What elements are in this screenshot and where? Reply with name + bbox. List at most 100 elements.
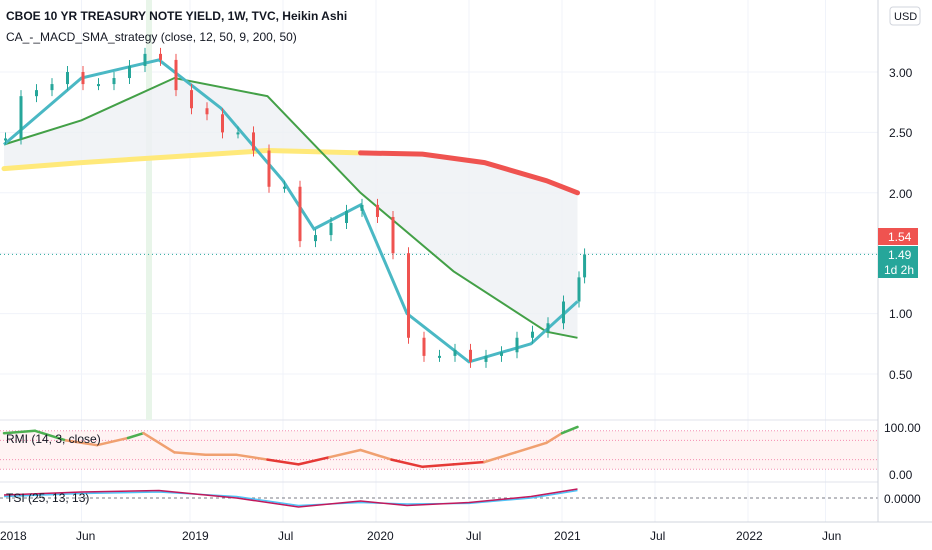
last-price-badge [878, 246, 918, 278]
y-tick-label: 1.00 [889, 307, 913, 321]
slow-ema-line [3, 76, 578, 339]
candle [205, 108, 209, 115]
x-tick-label: Jun [822, 529, 841, 543]
rmi-legend[interactable]: RMI (14, 3, close) [6, 432, 101, 446]
sma200-line-yellow [1, 147, 363, 172]
countdown-label: 1d 2h [884, 263, 914, 277]
rmi-segment [266, 458, 300, 466]
candle [531, 331, 534, 338]
y-tick-label: 2.00 [889, 187, 913, 201]
x-tick-label: Jul [466, 529, 481, 543]
candle [252, 132, 255, 151]
candle [407, 253, 410, 338]
candle [267, 150, 271, 187]
candle [484, 355, 488, 362]
sma200-line [358, 150, 580, 196]
candle [174, 59, 178, 91]
rmi-segment [359, 448, 393, 461]
candle [35, 90, 38, 97]
candle [583, 254, 587, 278]
candle [128, 65, 131, 79]
fast-ema-line [3, 58, 579, 364]
candle [391, 216, 395, 254]
candle [97, 84, 100, 87]
candle [314, 235, 317, 242]
rmi-band [0, 430, 878, 470]
rmi-pane [0, 425, 878, 470]
candle [298, 186, 302, 242]
candle [50, 84, 54, 91]
candle [221, 114, 224, 133]
candle [562, 301, 565, 324]
candle [453, 349, 457, 356]
candles [4, 47, 587, 368]
rmi-segment [235, 453, 269, 461]
rmi-segment [142, 431, 176, 454]
y-tick-label: 0.50 [889, 368, 913, 382]
candle [500, 352, 503, 356]
currency-button[interactable] [889, 6, 921, 26]
rmi-tick-label: 100.00 [884, 421, 921, 435]
x-tick-label: 2021 [554, 529, 581, 543]
rmi-segment [514, 441, 548, 454]
x-tick-label: 2020 [367, 529, 394, 543]
upper-price-label: 1.54 [888, 230, 912, 244]
candle [345, 210, 348, 223]
candle [81, 72, 85, 85]
last-price-label: 1.49 [888, 248, 912, 262]
chart-title[interactable]: CBOE 10 YR TREASURY NOTE YIELD, 1W, TVC,… [6, 9, 347, 23]
rmi-segment [545, 431, 564, 445]
y-tick-label: 3.00 [889, 66, 913, 80]
tsi-line [3, 488, 578, 508]
candle [112, 78, 116, 85]
x-tick-label: 2019 [182, 529, 209, 543]
indicator-legend[interactable]: CA_-_MACD_SMA_strategy (close, 12, 50, 9… [6, 30, 297, 44]
candle [546, 323, 550, 332]
x-tick-label: 2022 [736, 529, 763, 543]
candle [469, 349, 472, 362]
x-tick-label: Jun [76, 529, 95, 543]
ma-cloud [4, 78, 578, 338]
upper-price-badge [878, 228, 918, 245]
rmi-segment [483, 451, 517, 464]
candle [376, 204, 379, 217]
y-tick-label: 2.50 [889, 126, 913, 140]
candle [4, 138, 7, 141]
time-axis[interactable]: 2018 Jun 2019 Jul 2020 Jul 2021 Jul 2022… [0, 529, 841, 543]
candle [360, 204, 364, 211]
candle [19, 96, 23, 139]
rmi-segment [173, 451, 207, 457]
rmi-tick-label: 0.00 [889, 468, 913, 482]
candle [190, 90, 193, 109]
tsi-legend[interactable]: TSI (25, 13, 13) [6, 491, 89, 505]
candle [66, 72, 69, 85]
tsi-pane [0, 488, 878, 508]
rmi-segment [126, 431, 145, 440]
rmi-segment [95, 436, 130, 447]
x-tick-label: 2018 [0, 529, 27, 543]
candle [438, 355, 441, 358]
tsi-tick-label: 0.0000 [884, 492, 921, 506]
rmi-segment [64, 439, 99, 447]
rmi-segment [297, 455, 331, 466]
candle [159, 53, 162, 60]
candle [577, 277, 581, 302]
x-tick-label: Jul [650, 529, 665, 543]
rmi-segment [560, 425, 579, 435]
currency-button-label: USD [894, 11, 917, 23]
candle [143, 53, 147, 66]
candle [236, 132, 240, 135]
rmi-segment [2, 429, 37, 435]
rmi-segment [452, 460, 486, 466]
price-axis[interactable]: 3.00 2.50 2.00 1.00 0.50 100.00 0.00 0.0… [884, 66, 921, 506]
candle [329, 223, 333, 236]
rmi-segment [390, 458, 424, 469]
moving-averages [1, 58, 580, 364]
rmi-segment [328, 448, 362, 459]
candle [515, 337, 519, 353]
candle [422, 337, 426, 356]
x-tick-label: Jul [278, 529, 293, 543]
signal-highlight [146, 0, 152, 420]
rmi-segment [33, 429, 68, 442]
